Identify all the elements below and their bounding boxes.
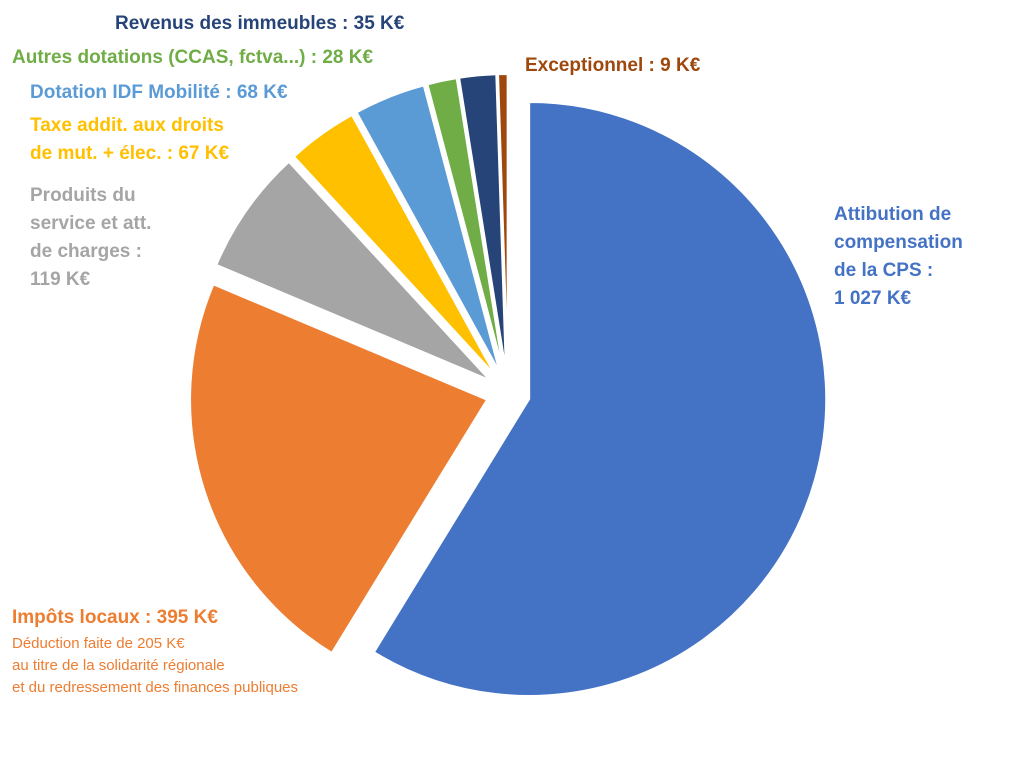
label-line: Impôts locaux : 395 K€: [12, 607, 218, 628]
label-dotation-idf: Dotation IDF Mobilité : 68 K€: [30, 79, 288, 107]
label-line: de la CPS :: [834, 260, 934, 281]
pie-slice-4: [355, 84, 501, 374]
label-autres-dotations: Autres dotations (CCAS, fctva...) : 28 K…: [12, 44, 373, 72]
label-line: 1 027 K€: [834, 288, 912, 309]
label-line: de mut. + élec. : 67 K€: [30, 143, 230, 164]
pie-slice-2: [215, 160, 491, 382]
label-exceptionnel: Exceptionnel : 9 K€: [525, 52, 700, 80]
pie-slice-6: [457, 73, 507, 372]
label-line: de charges :: [30, 241, 142, 262]
note-line: au titre de la solidarité régionale: [12, 657, 225, 674]
label-line: Exceptionnel : 9 K€: [525, 55, 701, 76]
label-line: Revenus des immeubles : 35 K€: [115, 13, 405, 34]
pie-slice-3: [292, 113, 497, 376]
label-produits-service: Produits du service et att. de charges :…: [30, 182, 151, 294]
pie-slice-5: [426, 77, 505, 372]
label-impots-locaux: Impôts locaux : 395 K€: [12, 604, 218, 632]
label-taxe-additionnelle: Taxe addit. aux droits de mut. + élec. :…: [30, 112, 229, 168]
label-line: Autres dotations (CCAS, fctva...) : 28 K…: [12, 47, 374, 68]
note-impots-locaux: Déduction faite de 205 K€ au titre de la…: [12, 633, 298, 699]
label-line: 119 K€: [30, 269, 91, 290]
pie-slice-1: [189, 283, 489, 655]
label-revenus-immeubles: Revenus des immeubles : 35 K€: [115, 10, 404, 38]
label-line: Attibution de: [834, 204, 952, 225]
label-line: service et att.: [30, 213, 152, 234]
label-line: Taxe addit. aux droits: [30, 115, 224, 136]
label-line: Dotation IDF Mobilité : 68 K€: [30, 82, 288, 103]
label-line: compensation: [834, 232, 963, 253]
label-line: Produits du: [30, 185, 136, 206]
pie-slice-7: [497, 72, 509, 372]
label-attribution-compensation: Attibution de compensation de la CPS : 1…: [834, 201, 963, 313]
pie-slice-0: [372, 100, 828, 697]
note-line: Déduction faite de 205 K€: [12, 635, 185, 652]
note-line: et du redressement des finances publique…: [12, 679, 299, 696]
